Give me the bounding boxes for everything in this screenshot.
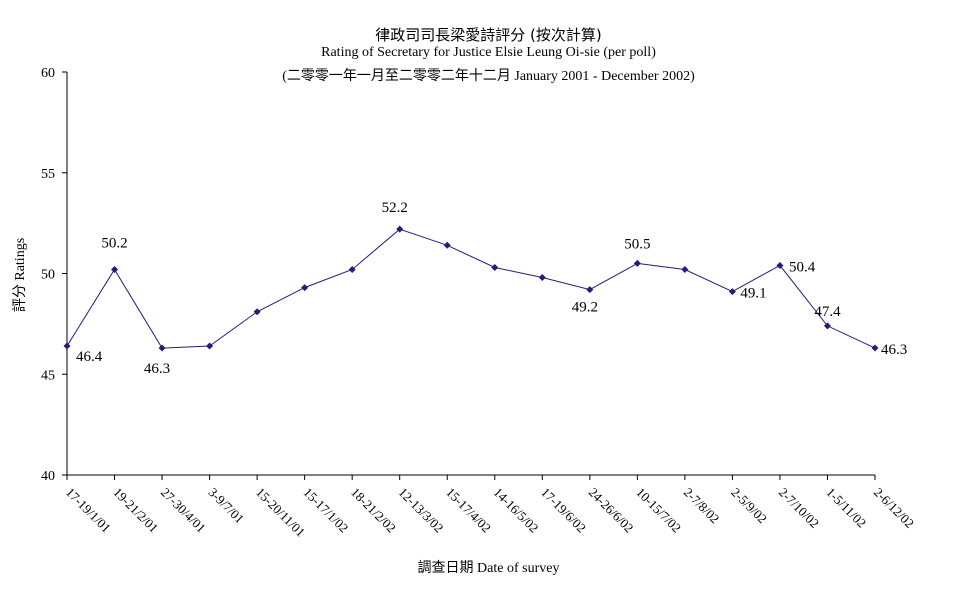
data-label: 46.3 (144, 361, 170, 377)
data-point (586, 286, 594, 294)
x-tick-label: 1-5/11/02 (823, 485, 869, 531)
data-point (396, 225, 404, 233)
data-point (633, 259, 641, 267)
data-point (728, 288, 736, 296)
x-tick-label: 17-19/6/02 (538, 485, 589, 536)
data-label: 49.2 (572, 300, 598, 316)
x-tick-label: 19-21/2/01 (110, 485, 161, 536)
data-point (348, 265, 356, 273)
data-point (206, 342, 214, 350)
data-point (871, 344, 879, 352)
axes (66, 72, 875, 476)
chart-subtitle: Rating of Secretary for Justice Elsie Le… (321, 45, 656, 60)
y-tick-label: 45 (41, 368, 55, 383)
x-tick-label: 12-13/3/02 (396, 485, 447, 536)
x-tick-label: 17-19/1/01 (63, 485, 114, 536)
data-point (823, 322, 831, 330)
x-axis-label: 調查日期 Date of survey (417, 561, 560, 576)
x-tick-label: 15-20/11/01 (253, 485, 308, 540)
data-label: 50.2 (101, 235, 127, 251)
data-label: 46.4 (76, 349, 103, 365)
data-point (111, 265, 119, 273)
y-tick-label: 40 (41, 469, 55, 484)
x-tick-label: 2-7/10/02 (776, 485, 822, 531)
data-label: 50.4 (789, 259, 816, 275)
x-tick-label: 24-26/6/02 (586, 485, 637, 536)
data-point (491, 263, 499, 271)
x-tick-label: 18-21/2/02 (348, 485, 399, 536)
x-tick-label: 15-17/4/02 (443, 485, 494, 536)
data-label: 46.3 (881, 342, 907, 358)
series-markers (63, 225, 879, 352)
x-tick-label: 2-7/8/02 (681, 485, 723, 527)
y-tick-label: 55 (41, 167, 55, 182)
x-tick-label: 2-5/9/02 (728, 485, 770, 527)
data-point (253, 308, 261, 316)
data-point (443, 241, 451, 249)
x-tick-label: 27-30/4/01 (158, 485, 209, 536)
data-point (301, 284, 309, 292)
x-tick-label: 14-16/5/02 (491, 485, 542, 536)
data-label: 52.2 (382, 200, 408, 216)
series-line (66, 228, 876, 349)
chart-period: (二零零一年一月至二零零二年十二月 January 2001 - Decembe… (282, 69, 695, 84)
y-tick-label: 50 (41, 268, 55, 283)
data-point (158, 344, 166, 352)
data-labels: 46.4 50.2 46.3 52.2 49.2 50.5 49.1 50.4 47.4 46.3 (76, 200, 907, 377)
chart-title: 律政司司長梁愛詩評分 (按次計算) (375, 26, 602, 44)
data-point (681, 265, 689, 273)
x-tick-label: 2-6/12/02 (871, 485, 917, 531)
data-label: 50.5 (624, 236, 650, 252)
data-point (776, 261, 784, 269)
data-point (538, 274, 546, 282)
y-axis-ticks: 40 45 50 55 60 (41, 66, 67, 484)
data-label: 49.1 (740, 286, 766, 302)
y-tick-label: 60 (41, 66, 55, 81)
data-point (63, 342, 71, 350)
y-axis-label: 評分 Ratings (13, 237, 28, 313)
data-label: 47.4 (814, 304, 841, 320)
x-tick-label: 10-15/7/02 (633, 485, 684, 536)
x-tick-label: 3-9/7/01 (205, 485, 247, 527)
